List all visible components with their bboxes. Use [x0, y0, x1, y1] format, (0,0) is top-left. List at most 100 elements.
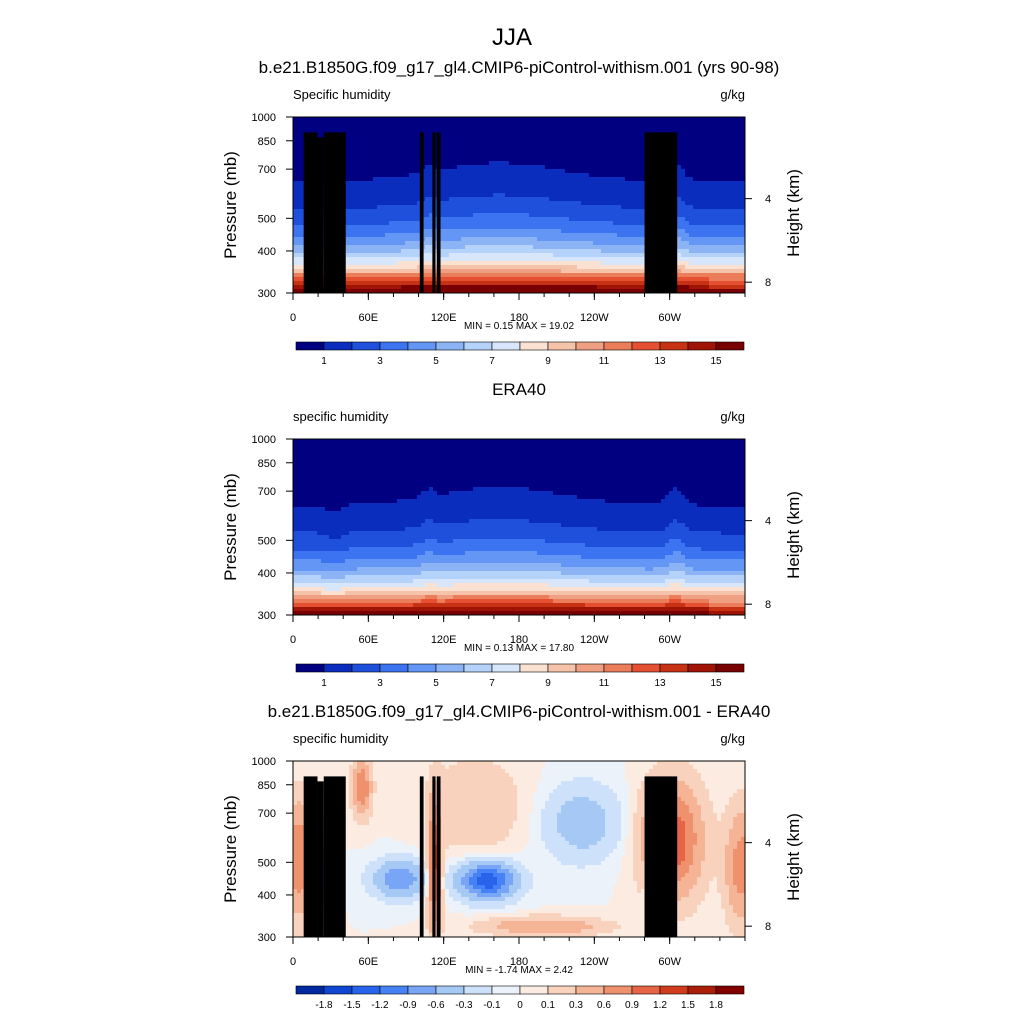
contour-cell: [509, 121, 514, 126]
contour-cell: [693, 245, 698, 250]
contour-cell: [569, 169, 574, 174]
contour-cell: [505, 161, 510, 166]
contour-cell: [589, 181, 594, 186]
contour-cell: [573, 209, 578, 214]
contour-cell: [365, 281, 370, 286]
contour-cell: [521, 253, 526, 258]
contour-cell: [401, 117, 406, 122]
contour-cell: [501, 229, 506, 234]
contour-cell: [533, 241, 538, 246]
contour-cell: [533, 229, 538, 234]
contour-cell: [585, 229, 590, 234]
contour-cell: [385, 145, 390, 150]
contour-cell: [561, 201, 566, 206]
contour-cell: [397, 257, 402, 262]
contour-cell: [297, 197, 302, 202]
contour-cell: [381, 117, 386, 122]
contour-cell: [505, 165, 510, 170]
contour-cell: [553, 185, 558, 190]
contour-cell: [409, 185, 414, 190]
contour-cell: [469, 133, 474, 138]
contour-cell: [545, 281, 550, 286]
contour-cell: [553, 125, 558, 130]
contour-cell: [577, 121, 582, 126]
contour-cell: [353, 157, 358, 162]
contour-cell: [721, 121, 726, 126]
contour-cell: [725, 281, 730, 286]
contour-cell: [477, 161, 482, 166]
contour-cell: [473, 165, 478, 170]
contour-cell: [385, 241, 390, 246]
contour-cell: [525, 261, 530, 266]
contour-cell: [369, 209, 374, 214]
contour-cell: [585, 205, 590, 210]
contour-cell: [293, 165, 298, 170]
contour-cell: [373, 177, 378, 182]
contour-cell: [721, 177, 726, 182]
contour-cell: [701, 245, 706, 250]
contour-cell: [577, 161, 582, 166]
contour-cell: [481, 253, 486, 258]
contour-cell: [389, 281, 394, 286]
contour-cell: [529, 205, 534, 210]
contour-cell: [517, 153, 522, 158]
contour-cell: [637, 285, 642, 290]
contour-cell: [385, 217, 390, 222]
contour-cell: [381, 169, 386, 174]
contour-cell: [569, 249, 574, 254]
contour-cell: [601, 157, 606, 162]
contour-cell: [677, 177, 682, 182]
contour-cell: [597, 273, 602, 278]
contour-cell: [349, 129, 354, 134]
contour-cell: [297, 189, 302, 194]
contour-cell: [597, 145, 602, 150]
contour-cell: [405, 145, 410, 150]
contour-cell: [733, 189, 738, 194]
contour-cell: [489, 117, 494, 122]
contour-cell: [361, 165, 366, 170]
contour-cell: [417, 137, 422, 142]
contour-cell: [509, 129, 514, 134]
contour-cell: [513, 161, 518, 166]
contour-cell: [409, 269, 414, 274]
contour-cell: [357, 241, 362, 246]
contour-cell: [625, 261, 630, 266]
contour-cell: [541, 165, 546, 170]
contour-cell: [573, 145, 578, 150]
contour-cell: [629, 265, 634, 270]
contour-cell: [453, 217, 458, 222]
contour-cell: [629, 277, 634, 282]
contour-cell: [493, 173, 498, 178]
contour-cell: [541, 201, 546, 206]
contour-cell: [441, 169, 446, 174]
contour-cell: [461, 245, 466, 250]
contour-cell: [625, 221, 630, 226]
contour-cell: [709, 133, 714, 138]
contour-cell: [637, 149, 642, 154]
contour-cell: [493, 245, 498, 250]
contour-cell: [541, 133, 546, 138]
contour-cell: [601, 273, 606, 278]
contour-cell: [605, 185, 610, 190]
contour-cell: [697, 197, 702, 202]
contour-cell: [397, 253, 402, 258]
contour-cell: [525, 237, 530, 242]
contour-cell: [549, 137, 554, 142]
contour-cell: [361, 217, 366, 222]
contour-cell: [565, 117, 570, 122]
contour-cell: [685, 137, 690, 142]
contour-cell: [589, 125, 594, 130]
contour-cell: [581, 165, 586, 170]
contour-cell: [381, 229, 386, 234]
contour-cell: [589, 169, 594, 174]
contour-cell: [717, 121, 722, 126]
contour-cell: [545, 117, 550, 122]
contour-cell: [353, 145, 358, 150]
contour-cell: [481, 141, 486, 146]
contour-cell: [445, 249, 450, 254]
contour-cell: [381, 189, 386, 194]
contour-cell: [521, 145, 526, 150]
contour-cell: [517, 117, 522, 122]
contour-cell: [621, 269, 626, 274]
contour-cell: [481, 185, 486, 190]
